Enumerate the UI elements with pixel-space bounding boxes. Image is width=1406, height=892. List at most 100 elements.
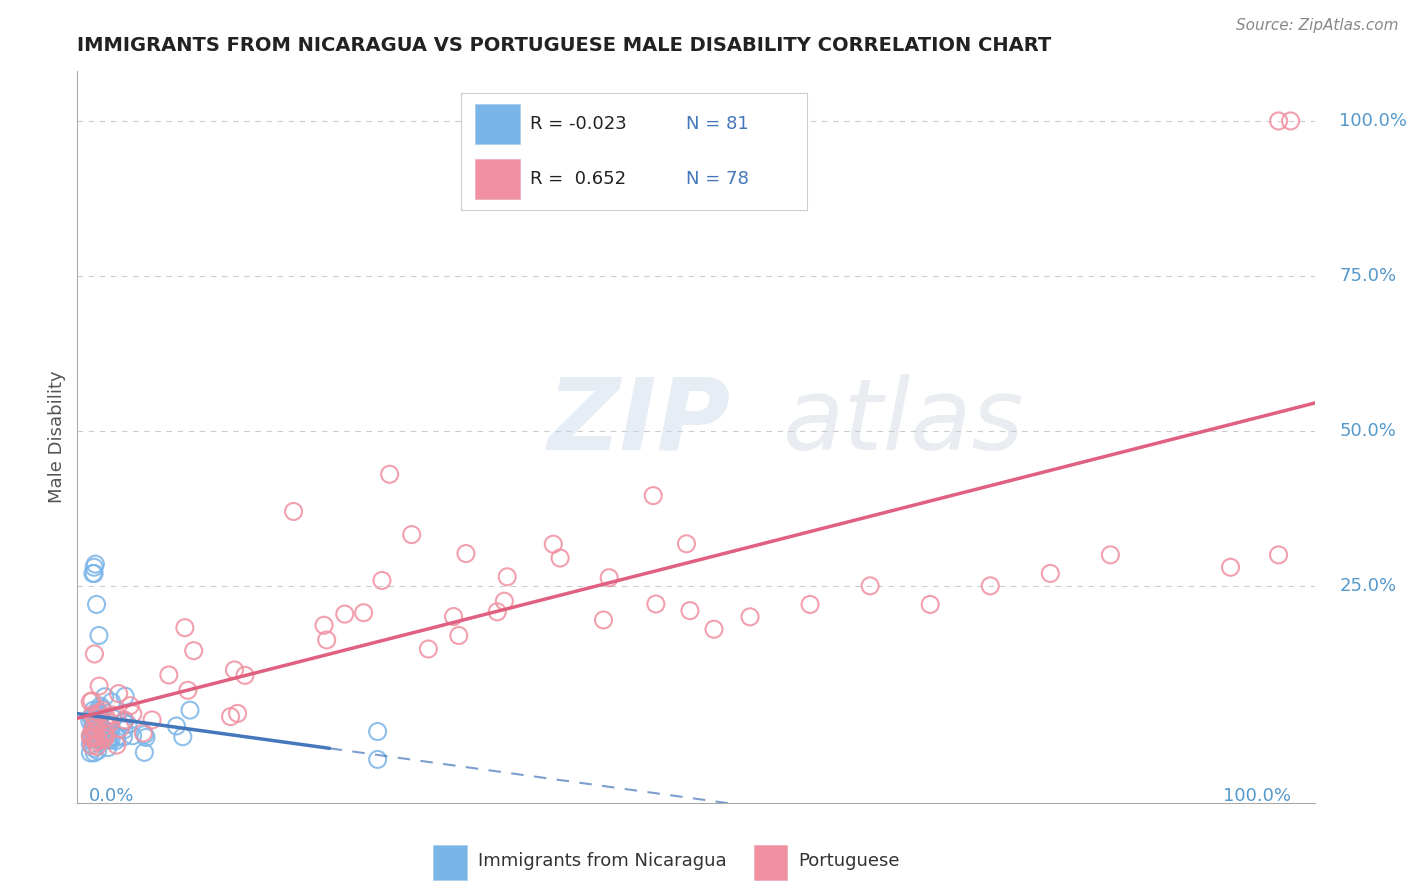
Point (112, 730, 135, 744)
Point (141, 713, 163, 727)
Point (1039, 566, 1062, 581)
Point (94, 710, 117, 724)
Point (83, 566, 105, 581)
Point (738, 610, 761, 624)
Point (90, 733, 112, 747)
Point (83, 731, 105, 745)
Point (1099, 548, 1122, 562)
Point (447, 628, 470, 642)
Point (90, 709, 112, 723)
Point (87, 733, 110, 747)
Text: Portuguese: Portuguese (799, 852, 900, 870)
Y-axis label: Male Disability: Male Disability (48, 371, 66, 503)
Point (675, 537, 697, 551)
Point (105, 738, 128, 752)
FancyBboxPatch shape (475, 103, 520, 144)
Point (97, 740, 120, 755)
Point (114, 689, 136, 703)
Point (84, 710, 107, 724)
Text: 75.0%: 75.0% (1340, 267, 1396, 285)
Text: R =  0.652: R = 0.652 (530, 169, 626, 187)
Point (86, 744, 108, 758)
Point (454, 547, 477, 561)
Point (979, 579, 1001, 593)
Text: IMMIGRANTS FROM NICARAGUA VS PORTUGUESE MALE DISABILITY CORRELATION CHART: IMMIGRANTS FROM NICARAGUA VS PORTUGUESE … (77, 36, 1052, 54)
Point (84, 714, 107, 728)
Point (89, 706, 111, 720)
Point (644, 597, 666, 611)
Point (496, 570, 519, 584)
Point (82, 721, 104, 735)
Point (799, 598, 821, 612)
Point (179, 703, 201, 717)
Point (79, 728, 101, 742)
Point (89, 733, 111, 747)
Point (79, 731, 101, 745)
Point (84, 723, 107, 738)
Point (83, 560, 105, 574)
Point (82, 725, 104, 739)
Bar (433, 845, 467, 880)
Point (80, 694, 103, 708)
Point (86, 717, 108, 731)
Point (91, 726, 114, 740)
Text: Source: ZipAtlas.com: Source: ZipAtlas.com (1236, 18, 1399, 33)
Point (83, 746, 105, 760)
Point (112, 723, 135, 737)
Point (79, 714, 101, 728)
Point (418, 642, 440, 657)
Point (112, 715, 135, 730)
Point (233, 668, 256, 682)
Point (83, 727, 105, 741)
Point (114, 713, 136, 727)
Point (283, 504, 305, 518)
Point (89, 722, 111, 736)
Point (82, 721, 104, 735)
Point (367, 724, 389, 739)
Point (86, 704, 108, 718)
Point (83, 724, 105, 739)
Point (91, 701, 114, 715)
Point (98, 732, 121, 747)
Point (83, 731, 105, 746)
Point (226, 706, 249, 721)
Point (84, 712, 107, 726)
Point (920, 598, 942, 612)
Point (494, 594, 516, 608)
Point (93, 733, 115, 747)
Point (83, 722, 105, 736)
Point (94, 724, 117, 739)
Point (80, 710, 103, 724)
Point (117, 717, 139, 731)
Point (94, 731, 117, 746)
Point (84, 731, 107, 746)
Point (134, 728, 156, 742)
Point (598, 571, 620, 585)
Point (94, 727, 117, 741)
Point (486, 605, 509, 619)
Point (82, 723, 104, 738)
Point (112, 714, 135, 729)
Point (157, 668, 180, 682)
Point (120, 698, 142, 713)
Point (703, 622, 725, 636)
Text: N = 78: N = 78 (686, 169, 749, 187)
Point (84, 557, 107, 571)
Point (219, 709, 242, 723)
Point (643, 489, 665, 503)
Point (84, 735, 107, 749)
Point (172, 730, 194, 744)
Point (87, 628, 110, 642)
Point (1267, 548, 1289, 562)
Point (86, 598, 108, 612)
Point (89, 717, 111, 731)
Point (89, 699, 111, 714)
Point (121, 706, 143, 721)
Point (1267, 114, 1289, 128)
Point (679, 604, 702, 618)
Point (110, 721, 132, 735)
Point (94, 719, 117, 733)
Point (83, 741, 105, 756)
Point (89, 734, 111, 748)
Point (97, 731, 120, 745)
